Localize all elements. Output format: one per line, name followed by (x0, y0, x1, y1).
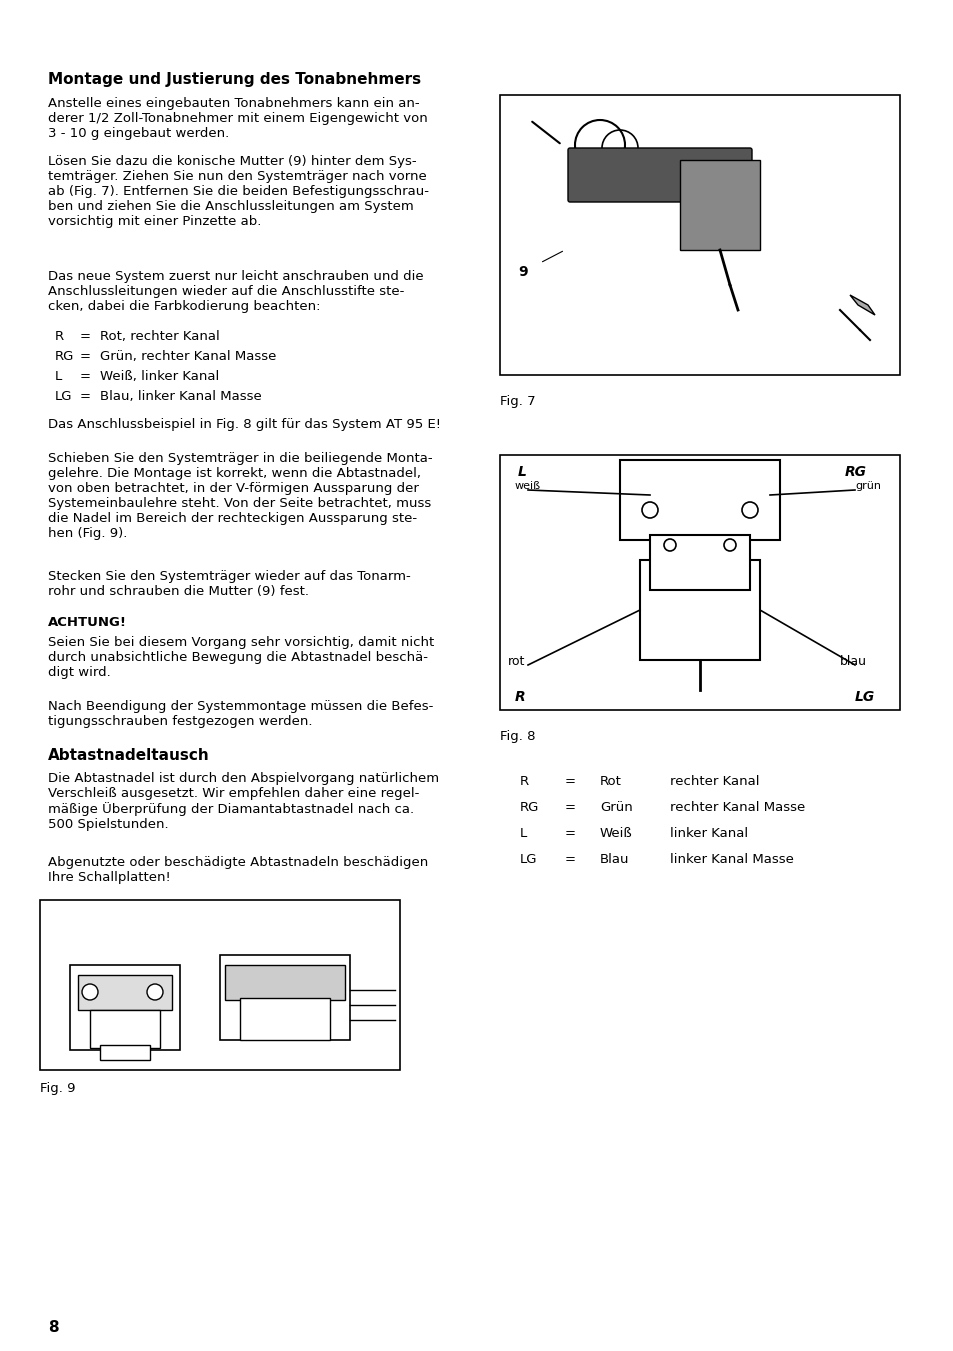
Text: R: R (519, 775, 529, 788)
Text: R: R (55, 330, 64, 343)
Text: Seien Sie bei diesem Vorgang sehr vorsichtig, damit nicht
durch unabsichtliche B: Seien Sie bei diesem Vorgang sehr vorsic… (48, 636, 434, 680)
Text: Weiß: Weiß (599, 827, 632, 840)
Text: Rot: Rot (599, 775, 621, 788)
Bar (225, 965, 345, 1000)
Text: RG: RG (55, 350, 74, 363)
Text: blau: blau (840, 655, 866, 667)
Bar (639, 561, 760, 661)
Bar (499, 455, 899, 711)
Text: =: = (564, 801, 576, 815)
Circle shape (147, 984, 163, 1000)
Text: Das neue System zuerst nur leicht anschrauben und die
Anschlussleitungen wieder : Das neue System zuerst nur leicht anschr… (48, 270, 423, 313)
Text: Schieben Sie den Systemträger in die beiliegende Monta-
gelehre. Die Montage ist: Schieben Sie den Systemträger in die bei… (48, 453, 432, 540)
Polygon shape (849, 295, 874, 315)
Circle shape (82, 984, 98, 1000)
Text: =: = (80, 330, 91, 343)
Text: =: = (564, 852, 576, 866)
Text: L: L (55, 370, 62, 382)
Text: Fig. 8: Fig. 8 (499, 730, 535, 743)
Text: =: = (564, 827, 576, 840)
Text: =: = (564, 775, 576, 788)
Text: Nach Beendigung der Systemmontage müssen die Befes-
tigungsschrauben festgezogen: Nach Beendigung der Systemmontage müssen… (48, 700, 433, 728)
Text: 9: 9 (517, 265, 527, 280)
Text: LG: LG (55, 390, 72, 403)
Bar (499, 95, 899, 376)
Text: Weiß, linker Kanal: Weiß, linker Kanal (100, 370, 219, 382)
Bar (78, 975, 172, 1011)
Text: Abtastnadeltausch: Abtastnadeltausch (48, 748, 210, 763)
Text: Grün, rechter Kanal Masse: Grün, rechter Kanal Masse (100, 350, 276, 363)
Text: LG: LG (519, 852, 537, 866)
Text: L: L (517, 465, 526, 480)
Text: rot: rot (507, 655, 525, 667)
Text: L: L (519, 827, 527, 840)
Text: linker Kanal Masse: linker Kanal Masse (669, 852, 793, 866)
Text: ACHTUNG!: ACHTUNG! (48, 616, 127, 630)
Text: RG: RG (519, 801, 538, 815)
Text: Die Abtastnadel ist durch den Abspielvorgang natürlichem
Verschleiß ausgesetzt. : Die Abtastnadel ist durch den Abspielvor… (48, 771, 438, 831)
Bar (40, 900, 399, 1070)
Text: R: R (515, 690, 525, 704)
Text: RG: RG (844, 465, 866, 480)
Text: Das Anschlussbeispiel in Fig. 8 gilt für das System AT 95 E!: Das Anschlussbeispiel in Fig. 8 gilt für… (48, 417, 440, 431)
Bar (240, 998, 330, 1040)
Text: Abgenutzte oder beschädigte Abtastnadeln beschädigen
Ihre Schallplatten!: Abgenutzte oder beschädigte Abtastnadeln… (48, 857, 428, 884)
Text: =: = (80, 390, 91, 403)
Text: Rot, rechter Kanal: Rot, rechter Kanal (100, 330, 219, 343)
Text: Blau, linker Kanal Masse: Blau, linker Kanal Masse (100, 390, 261, 403)
Bar (100, 1046, 150, 1061)
Text: =: = (80, 350, 91, 363)
Text: Grün: Grün (599, 801, 632, 815)
Bar (619, 459, 780, 540)
Text: Blau: Blau (599, 852, 629, 866)
Text: =: = (80, 370, 91, 382)
Text: Fig. 7: Fig. 7 (499, 394, 535, 408)
Bar (70, 965, 180, 1050)
FancyBboxPatch shape (567, 149, 751, 203)
Bar (90, 1011, 160, 1048)
Text: grün: grün (854, 481, 880, 490)
Text: rechter Kanal: rechter Kanal (669, 775, 759, 788)
Text: Lösen Sie dazu die konische Mutter (9) hinter dem Sys-
temträger. Ziehen Sie nun: Lösen Sie dazu die konische Mutter (9) h… (48, 155, 429, 228)
Text: linker Kanal: linker Kanal (669, 827, 747, 840)
Text: LG: LG (854, 690, 874, 704)
Text: 8: 8 (48, 1320, 58, 1335)
Bar (679, 159, 760, 250)
Bar (649, 535, 749, 590)
Text: Stecken Sie den Systemträger wieder auf das Tonarm-
rohr und schrauben die Mutte: Stecken Sie den Systemträger wieder auf … (48, 570, 411, 598)
Text: Anstelle eines eingebauten Tonabnehmers kann ein an-
derer 1/2 Zoll-Tonabnehmer : Anstelle eines eingebauten Tonabnehmers … (48, 97, 427, 141)
Text: Montage und Justierung des Tonabnehmers: Montage und Justierung des Tonabnehmers (48, 72, 420, 86)
Text: weiß: weiß (515, 481, 540, 490)
Bar (220, 955, 350, 1040)
Text: rechter Kanal Masse: rechter Kanal Masse (669, 801, 804, 815)
Text: Fig. 9: Fig. 9 (40, 1082, 75, 1096)
